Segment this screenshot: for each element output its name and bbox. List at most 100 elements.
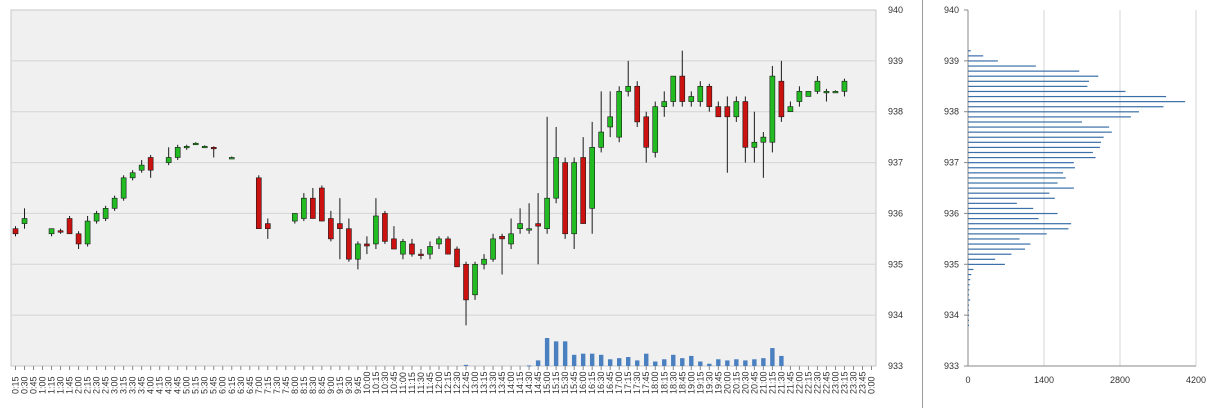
candle: [688, 91, 695, 107]
candle-body: [652, 106, 659, 153]
candle: [355, 241, 361, 270]
candle: [111, 195, 118, 211]
x-tick-label: 23:15: [839, 371, 849, 394]
candle-body: [364, 243, 370, 247]
profile-bar: [968, 90, 1126, 93]
candle-body: [454, 248, 460, 268]
candle: [337, 198, 343, 260]
candle-body: [102, 208, 109, 219]
candle-body: [634, 85, 641, 123]
y-tick-label: 937: [888, 158, 903, 168]
x-tick-label: 20:00: [722, 371, 732, 394]
candle: [841, 78, 848, 97]
x-tick-label: 17:30: [632, 371, 642, 394]
candle-body: [832, 91, 839, 94]
candle-body: [670, 75, 677, 102]
candle-body: [264, 223, 271, 229]
x-tick-label: 14:15: [515, 371, 525, 394]
profile-bar: [968, 238, 1020, 240]
profile-bar: [968, 187, 1074, 189]
x-tick-label: 18:00: [650, 371, 660, 394]
profile-bar: [968, 304, 969, 306]
volume-bar: [662, 359, 667, 366]
x-tick-label: 7:15: [263, 376, 273, 394]
x-tick-label: 17:45: [641, 371, 651, 394]
candle-body: [760, 136, 767, 143]
candle-body: [382, 213, 388, 242]
x-tick-label: 4:30: [164, 376, 174, 394]
profile-bar: [968, 218, 1039, 220]
candle: [751, 111, 758, 163]
volume-bar: [463, 364, 469, 366]
candle-body: [391, 238, 397, 250]
x-tick-label: 0:15: [11, 376, 21, 394]
candle: [526, 203, 532, 234]
volume-bar: [571, 354, 577, 366]
profile-bar: [968, 70, 1080, 72]
profile-bar: [968, 207, 1034, 210]
candle-body: [174, 147, 181, 158]
candle-body: [526, 228, 532, 231]
x-tick-label: 2:00: [74, 376, 84, 394]
profile-bar: [968, 95, 1167, 98]
x-tick-label: 19:00: [686, 371, 696, 394]
price-axis: 933 934 935 936 937 938 939 940: [888, 5, 903, 371]
y-tick-label: 935: [888, 259, 903, 269]
x-tick-label: 23:30: [848, 371, 858, 394]
volume-bar: [716, 359, 721, 366]
x-tick-label: 0:30: [20, 376, 30, 394]
x-tick-label: 3:30: [128, 376, 138, 394]
x-tick-label: 0:45: [29, 376, 39, 394]
volume-bar: [779, 355, 784, 366]
profile-bar: [968, 299, 971, 301]
x-tick-label: 22:00: [794, 371, 804, 394]
x-tick-label: 4:15: [155, 376, 165, 394]
x-tick-label: 21:30: [776, 371, 786, 394]
candle-body: [337, 223, 343, 229]
x-tick-label: 0:00: [866, 376, 876, 394]
x-tick-label: 3:45: [137, 376, 147, 394]
x-tick-label: 23:45: [857, 371, 867, 394]
candle: [787, 101, 794, 113]
profile-bar: [968, 243, 1031, 245]
profile-bar: [968, 182, 1058, 184]
x-tick-label: 8:00: [290, 376, 300, 394]
x-tick-label: 11:00: [398, 372, 408, 394]
profile-bar: [968, 319, 969, 321]
candle: [57, 228, 64, 234]
volume-bar: [562, 341, 568, 366]
x-tick-label: 10:15: [371, 371, 381, 394]
candle: [301, 193, 307, 222]
candle: [481, 254, 487, 270]
candle-body: [643, 116, 650, 148]
candle: [138, 160, 145, 173]
x-tick-label: 18:30: [668, 371, 678, 394]
x-tick-label: 17:00: [614, 371, 624, 394]
volume-bar: [617, 358, 622, 366]
x-tick-label: 5:00: [182, 376, 192, 394]
x-tick-label: 22:15: [803, 371, 813, 394]
candle-body: [742, 101, 749, 148]
candle-body: [373, 215, 379, 245]
x-tick-label: 7:30: [272, 376, 282, 394]
candle-body: [147, 157, 154, 171]
x-tick-label: 12:15: [443, 371, 453, 394]
profile-bar: [968, 202, 1017, 204]
profile-bar: [968, 248, 1025, 250]
candle-body: [778, 80, 785, 118]
x-tick-label: 19:30: [704, 371, 714, 394]
candle-body: [499, 236, 505, 240]
y-tick-label: 937: [944, 158, 959, 168]
candle: [679, 50, 686, 107]
x-tick-label: 20:15: [731, 371, 741, 394]
candle: [391, 226, 397, 250]
candle: [796, 86, 803, 107]
x-tick-label: 6:30: [236, 376, 246, 394]
candle-body: [751, 141, 758, 148]
candle-body: [796, 91, 803, 102]
candle-body: [571, 162, 577, 235]
candle: [760, 132, 767, 178]
candle: [553, 126, 559, 204]
profile-bar: [968, 233, 1047, 235]
candle: [373, 198, 379, 250]
